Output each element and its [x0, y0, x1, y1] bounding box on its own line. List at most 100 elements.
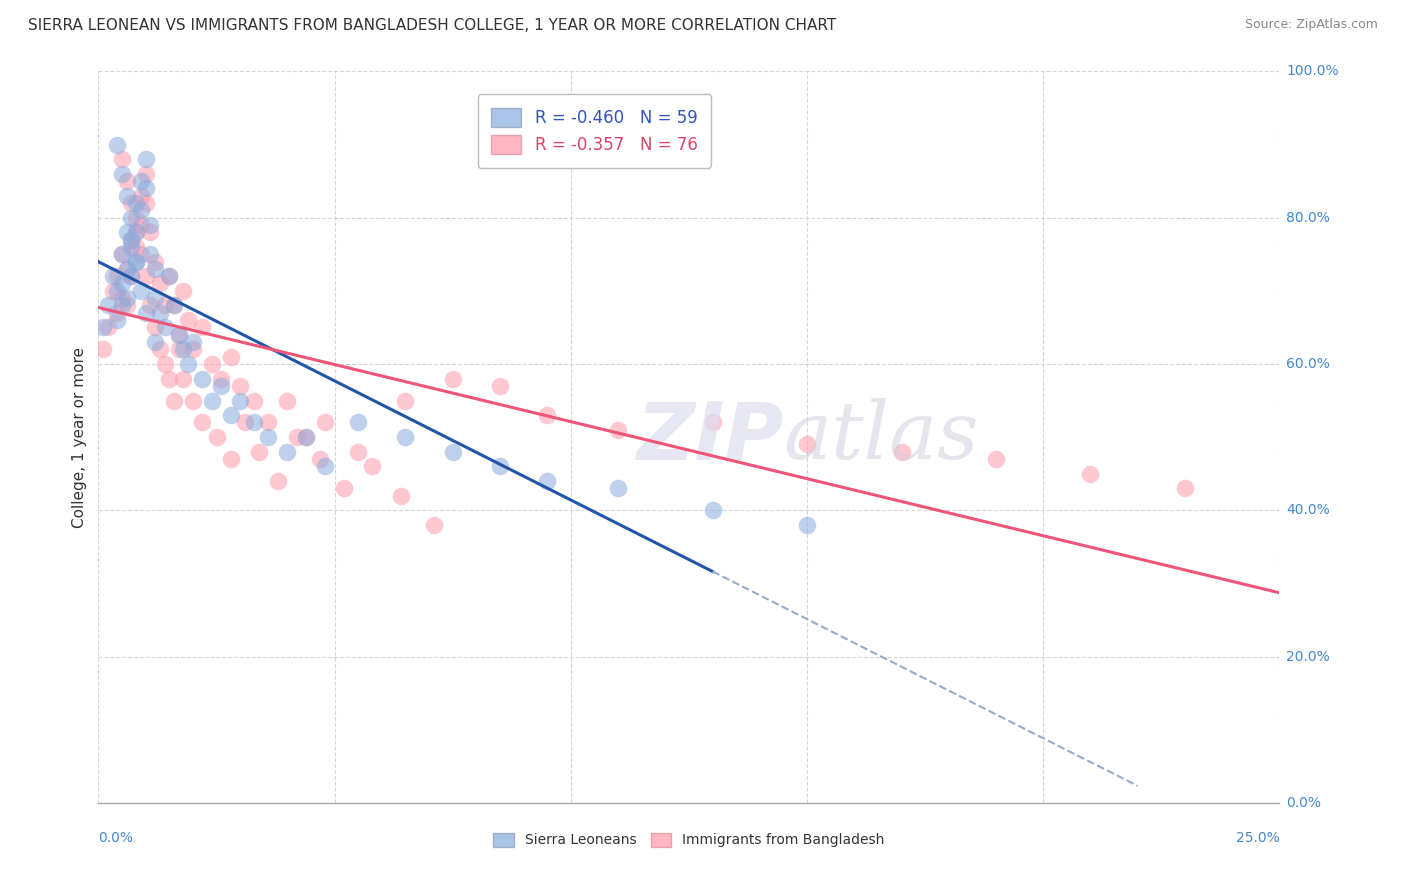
Point	[702, 416, 724, 430]
Point	[125, 240, 148, 254]
Point	[172, 371, 194, 385]
Point	[394, 430, 416, 444]
Text: 60.0%: 60.0%	[1286, 357, 1330, 371]
Point	[129, 247, 152, 261]
Point	[91, 320, 114, 334]
Point	[209, 371, 232, 385]
Point	[167, 327, 190, 342]
Point	[347, 416, 370, 430]
Text: ZIP: ZIP	[636, 398, 783, 476]
Text: 20.0%: 20.0%	[1286, 649, 1330, 664]
Point	[129, 218, 152, 232]
Point	[97, 298, 120, 312]
Point	[115, 174, 138, 188]
Point	[91, 343, 114, 357]
Point	[111, 298, 134, 312]
Point	[149, 306, 172, 320]
Point	[111, 167, 134, 181]
Point	[153, 298, 176, 312]
Text: 25.0%: 25.0%	[1236, 830, 1279, 845]
Point	[157, 269, 180, 284]
Point	[115, 298, 138, 312]
Point	[441, 444, 464, 458]
Point	[125, 254, 148, 268]
Point	[111, 247, 134, 261]
Point	[243, 416, 266, 430]
Point	[111, 277, 134, 291]
Point	[129, 203, 152, 218]
Point	[394, 393, 416, 408]
Point	[121, 240, 143, 254]
Point	[125, 225, 148, 239]
Point	[607, 481, 630, 495]
Point	[143, 261, 166, 276]
Point	[105, 137, 128, 152]
Point	[115, 225, 138, 239]
Point	[229, 393, 252, 408]
Point	[489, 459, 512, 474]
Point	[143, 254, 166, 268]
Text: Source: ZipAtlas.com: Source: ZipAtlas.com	[1244, 18, 1378, 31]
Point	[101, 269, 124, 284]
Point	[129, 284, 152, 298]
Point	[285, 430, 308, 444]
Point	[105, 284, 128, 298]
Point	[205, 430, 228, 444]
Point	[111, 247, 134, 261]
Point	[191, 416, 214, 430]
Point	[125, 196, 148, 211]
Point	[153, 320, 176, 334]
Point	[121, 211, 143, 225]
Point	[135, 269, 157, 284]
Point	[97, 320, 120, 334]
Point	[115, 261, 138, 276]
Point	[233, 416, 256, 430]
Point	[257, 430, 280, 444]
Point	[191, 371, 214, 385]
Point	[177, 313, 200, 327]
Legend: Sierra Leoneans, Immigrants from Bangladesh: Sierra Leoneans, Immigrants from Banglad…	[486, 826, 891, 855]
Point	[111, 291, 134, 305]
Point	[153, 357, 176, 371]
Point	[796, 517, 818, 532]
Point	[247, 444, 270, 458]
Point	[111, 152, 134, 166]
Point	[121, 269, 143, 284]
Point	[129, 188, 152, 202]
Point	[115, 261, 138, 276]
Point	[536, 408, 558, 422]
Point	[125, 254, 148, 268]
Point	[219, 350, 242, 364]
Point	[1174, 481, 1197, 495]
Point	[181, 343, 204, 357]
Point	[143, 291, 166, 305]
Point	[105, 306, 128, 320]
Point	[143, 320, 166, 334]
Point	[181, 393, 204, 408]
Point	[314, 416, 336, 430]
Text: atlas: atlas	[783, 399, 979, 475]
Text: SIERRA LEONEAN VS IMMIGRANTS FROM BANGLADESH COLLEGE, 1 YEAR OR MORE CORRELATION: SIERRA LEONEAN VS IMMIGRANTS FROM BANGLA…	[28, 18, 837, 33]
Point	[139, 225, 162, 239]
Point	[139, 298, 162, 312]
Point	[129, 174, 152, 188]
Point	[984, 452, 1007, 467]
Point	[314, 459, 336, 474]
Point	[101, 284, 124, 298]
Point	[121, 269, 143, 284]
Point	[149, 343, 172, 357]
Point	[157, 269, 180, 284]
Point	[441, 371, 464, 385]
Point	[121, 233, 143, 247]
Point	[229, 379, 252, 393]
Point	[105, 313, 128, 327]
Point	[702, 503, 724, 517]
Point	[361, 459, 384, 474]
Text: 80.0%: 80.0%	[1286, 211, 1330, 225]
Point	[201, 393, 224, 408]
Point	[143, 334, 166, 349]
Point	[167, 327, 190, 342]
Point	[181, 334, 204, 349]
Point	[172, 343, 194, 357]
Y-axis label: College, 1 year or more: College, 1 year or more	[72, 347, 87, 527]
